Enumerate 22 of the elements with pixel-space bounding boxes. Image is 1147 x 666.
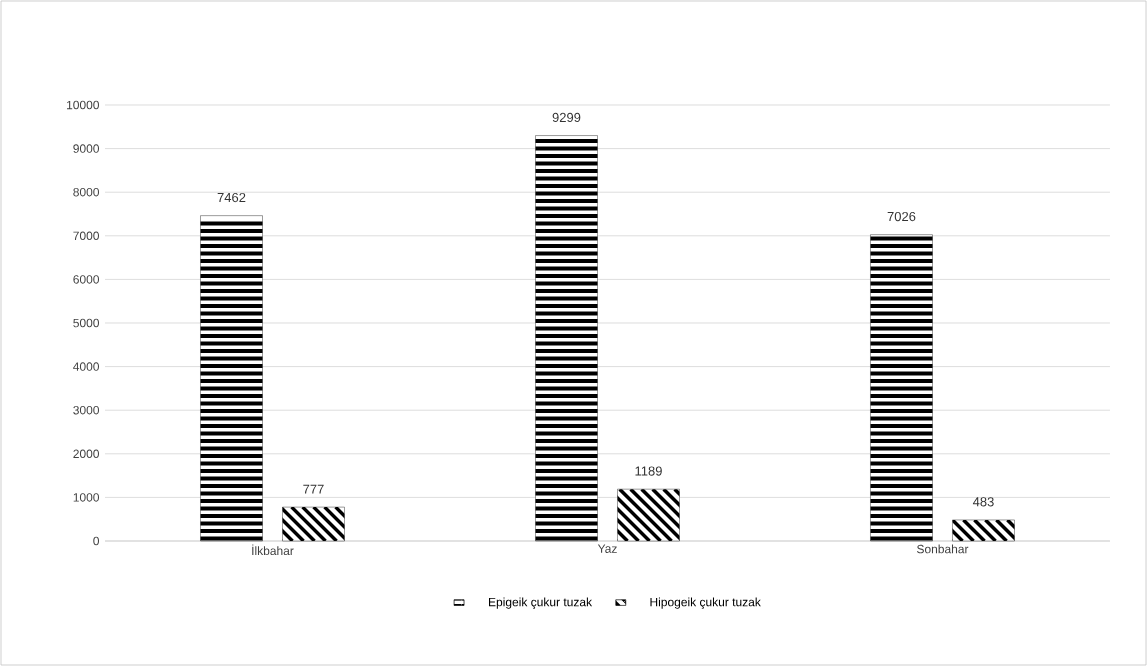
- data-label: 9299: [552, 112, 581, 123]
- legend-label: Hipogeik çukur tuzak: [650, 597, 761, 609]
- data-label: 483: [972, 497, 994, 507]
- y-tick-label: 4000: [73, 362, 99, 371]
- x-tick-label: İlkbahar: [252, 544, 294, 556]
- y-tick-label: 1000: [73, 493, 99, 502]
- data-label: 7026: [887, 211, 916, 222]
- y-tick-label: 9000: [73, 144, 99, 153]
- y-tick-label: 5000: [73, 318, 99, 328]
- x-tick-label: Sonbahar: [917, 544, 969, 554]
- data-label: 1189: [635, 466, 662, 476]
- y-tick-label: 7000: [73, 231, 99, 241]
- x-tick-label: Yaz: [597, 544, 617, 553]
- legend-label: Epigeik çukur tuzak: [489, 597, 593, 609]
- y-tick-label: 2000: [73, 449, 99, 459]
- y-tick-label: 8000: [73, 187, 99, 197]
- data-label: 777: [303, 484, 324, 494]
- y-tick-label: 3000: [73, 405, 99, 415]
- y-tick-label: 6000: [73, 275, 99, 284]
- y-tick-label: 0: [93, 536, 100, 546]
- y-tick-label: 10000: [67, 100, 99, 110]
- data-label: 7462: [217, 192, 246, 203]
